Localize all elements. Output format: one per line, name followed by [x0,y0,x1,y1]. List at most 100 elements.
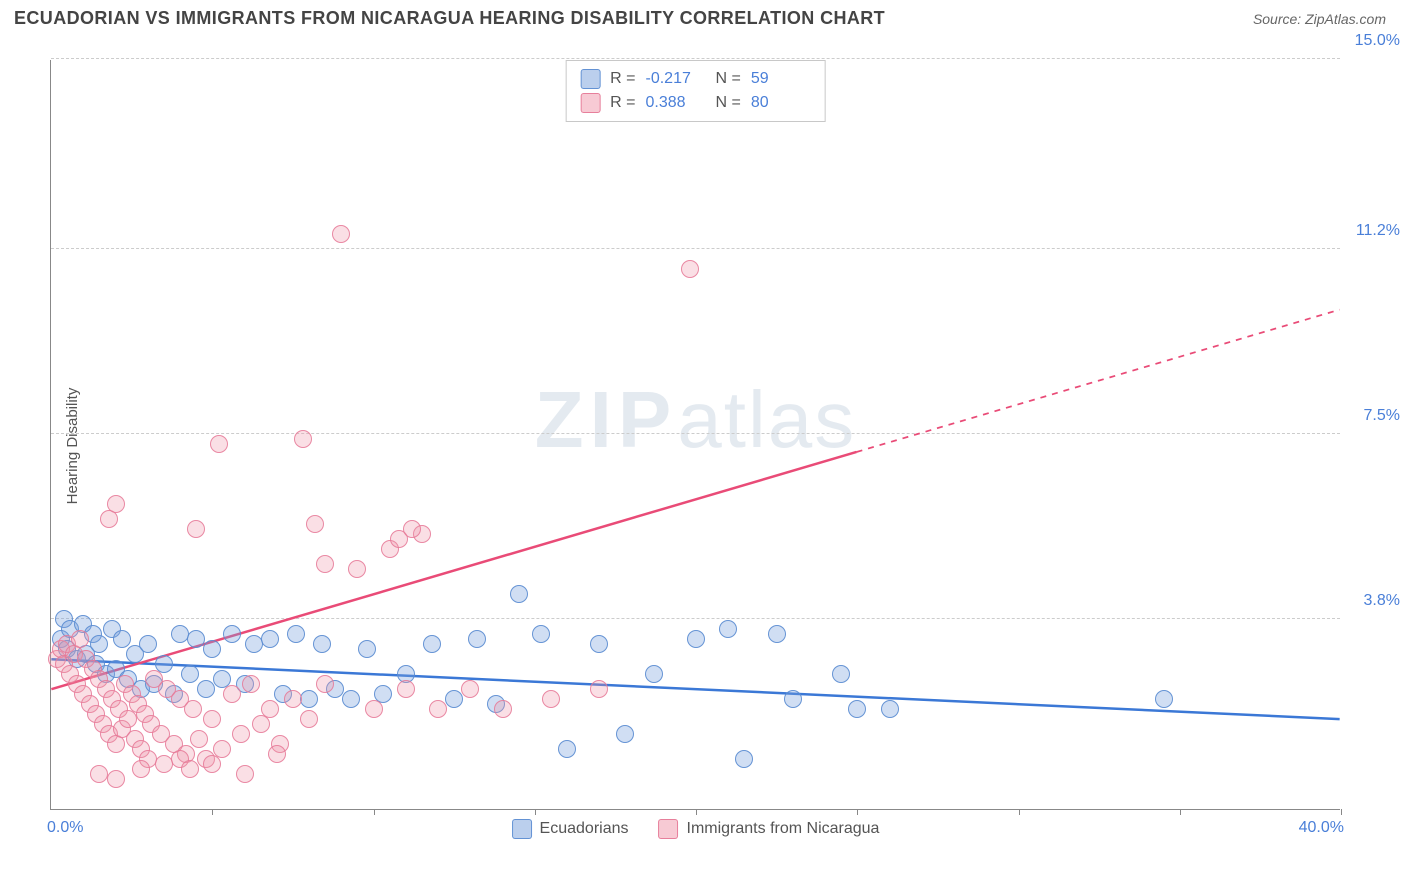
series-legend: Ecuadorians Immigrants from Nicaragua [512,819,880,839]
swatch-pink-icon [659,819,679,839]
trend-lines [51,60,1340,809]
swatch-pink-icon [580,93,600,113]
swatch-blue-icon [512,819,532,839]
data-point [139,635,157,653]
data-point [300,710,318,728]
x-tick [1180,809,1181,815]
n-value-blue: 59 [751,70,811,88]
data-point [1155,690,1173,708]
legend-label: Ecuadorians [540,820,629,838]
data-point [542,690,560,708]
y-tick-label: 3.8% [1364,592,1400,610]
legend-row-blue: R = -0.217 N = 59 [580,67,811,91]
data-point [468,630,486,648]
data-point [461,680,479,698]
x-tick [857,809,858,815]
x-tick [1019,809,1020,815]
r-label: R = [610,70,635,88]
plot-area: ZIPatlas 3.8%7.5%11.2%15.0% R = -0.217 N… [50,60,1340,810]
data-point [332,225,350,243]
data-point [590,635,608,653]
data-point [300,690,318,708]
source-attribution: Source: ZipAtlas.com [1253,11,1386,27]
data-point [881,700,899,718]
y-tick-label: 15.0% [1355,32,1400,50]
data-point [242,675,260,693]
data-point [113,630,131,648]
data-point [184,700,202,718]
data-point [365,700,383,718]
data-point [316,675,334,693]
data-point [252,715,270,733]
n-label: N = [716,94,741,112]
y-tick-label: 7.5% [1364,407,1400,425]
data-point [832,665,850,683]
data-point [687,630,705,648]
data-point [590,680,608,698]
data-point [532,625,550,643]
x-max-label: 40.0% [1299,819,1344,837]
source-value: ZipAtlas.com [1305,11,1386,27]
r-label: R = [610,94,635,112]
data-point [197,680,215,698]
n-label: N = [716,70,741,88]
data-point [181,665,199,683]
data-point [348,560,366,578]
swatch-blue-icon [580,69,600,89]
x-tick [212,809,213,815]
legend-item-nicaragua: Immigrants from Nicaragua [659,819,880,839]
data-point [735,750,753,768]
data-point [403,520,421,538]
data-point [203,755,221,773]
data-point [155,755,173,773]
data-point [358,640,376,658]
data-point [306,515,324,533]
data-point [510,585,528,603]
data-point [681,260,699,278]
data-point [187,520,205,538]
n-value-pink: 80 [751,94,811,112]
x-tick [1341,809,1342,815]
data-point [423,635,441,653]
data-point [784,690,802,708]
chart-header: ECUADORIAN VS IMMIGRANTS FROM NICARAGUA … [0,0,1406,33]
data-point [316,555,334,573]
y-tick-label: 11.2% [1356,222,1400,240]
x-tick [535,809,536,815]
data-point [190,730,208,748]
data-point [107,770,125,788]
data-point [284,690,302,708]
data-point [342,690,360,708]
data-point [132,760,150,778]
chart-title: ECUADORIAN VS IMMIGRANTS FROM NICARAGUA … [14,8,885,29]
data-point [261,630,279,648]
x-tick [374,809,375,815]
data-point [268,745,286,763]
data-point [397,680,415,698]
data-point [223,685,241,703]
data-point [294,430,312,448]
data-point [719,620,737,638]
x-tick [696,809,697,815]
data-point [558,740,576,758]
data-point [236,765,254,783]
gridline [51,58,1340,59]
r-value-blue: -0.217 [646,70,706,88]
data-point [261,700,279,718]
legend-label: Immigrants from Nicaragua [687,820,880,838]
x-min-label: 0.0% [47,819,83,837]
data-point [203,640,221,658]
legend-row-pink: R = 0.388 N = 80 [580,91,811,115]
r-value-pink: 0.388 [646,94,706,112]
data-point [210,435,228,453]
data-point [232,725,250,743]
data-point [71,630,89,648]
data-point [90,765,108,783]
correlation-legend: R = -0.217 N = 59 R = 0.388 N = 80 [565,60,826,122]
data-point [90,635,108,653]
data-point [494,700,512,718]
data-point [616,725,634,743]
data-point [848,700,866,718]
data-point [187,630,205,648]
data-point [768,625,786,643]
